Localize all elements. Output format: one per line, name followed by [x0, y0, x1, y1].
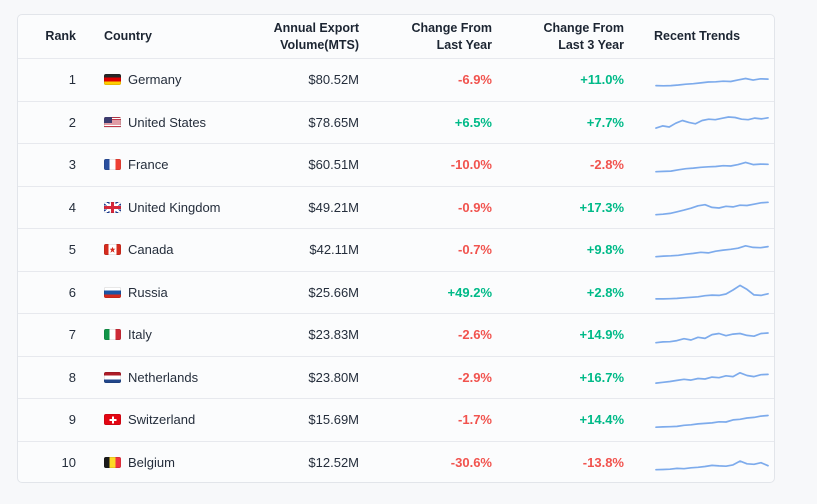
country-name: Germany — [128, 72, 181, 87]
country-flag-icon — [104, 117, 121, 128]
change-last-year-cell: -2.9% — [388, 370, 520, 385]
change-last-3-year-cell: +17.3% — [520, 200, 650, 215]
country-cell: Netherlands — [78, 370, 246, 385]
trend-sparkline — [650, 449, 774, 475]
country-name: Belgium — [128, 455, 175, 470]
country-flag-icon — [104, 159, 121, 170]
trend-sparkline — [650, 237, 774, 263]
export-volume-cell: $25.66M — [246, 285, 388, 300]
export-volume-cell: $12.52M — [246, 455, 388, 470]
country-name: Russia — [128, 285, 168, 300]
rank-cell: 10 — [18, 455, 78, 470]
column-header-annual-export-volume: Annual Export Volume(MTS) — [246, 20, 388, 53]
country-name: Netherlands — [128, 370, 198, 385]
change-last-year-cell: -10.0% — [388, 157, 520, 172]
trend-sparkline — [650, 152, 774, 178]
change-last-year-cell: -0.9% — [388, 200, 520, 215]
table-row[interactable]: 3 France $60.51M -10.0% -2.8% — [18, 143, 774, 186]
change-last-3-year-cell: +11.0% — [520, 72, 650, 87]
export-volume-cell: $49.21M — [246, 200, 388, 215]
change-last-3-year-cell: +14.4% — [520, 412, 650, 427]
trend-sparkline — [650, 407, 774, 433]
export-volume-cell: $15.69M — [246, 412, 388, 427]
trend-sparkline — [650, 322, 774, 348]
rank-cell: 7 — [18, 327, 78, 342]
table-row[interactable]: 10 Belgium $12.52M -30.6% -13.8% — [18, 441, 774, 484]
table-row[interactable]: 9 Switzerland $15.69M -1.7% +14.4% — [18, 398, 774, 441]
country-cell: Belgium — [78, 455, 246, 470]
rank-cell: 9 — [18, 412, 78, 427]
export-volume-cell: $60.51M — [246, 157, 388, 172]
country-cell: Italy — [78, 327, 246, 342]
trend-sparkline — [650, 279, 774, 305]
export-volume-cell: $23.80M — [246, 370, 388, 385]
column-header-change-last-3-year: Change From Last 3 Year — [520, 20, 650, 53]
export-volume-cell: $78.65M — [246, 115, 388, 130]
country-name: Italy — [128, 327, 152, 342]
change-last-year-cell: -30.6% — [388, 455, 520, 470]
country-flag-icon — [104, 372, 121, 383]
change-last-year-cell: -6.9% — [388, 72, 520, 87]
table-row[interactable]: 2 United States $78.65M +6.5% +7.7% — [18, 101, 774, 144]
change-last-year-cell: -1.7% — [388, 412, 520, 427]
trend-sparkline — [650, 194, 774, 220]
country-name: Switzerland — [128, 412, 195, 427]
country-cell: Switzerland — [78, 412, 246, 427]
change-last-year-cell: -0.7% — [388, 242, 520, 257]
table-row[interactable]: 8 Netherlands $23.80M -2.9% +16.7% — [18, 356, 774, 399]
country-name: France — [128, 157, 168, 172]
change-last-3-year-cell: +14.9% — [520, 327, 650, 342]
country-name: United States — [128, 115, 206, 130]
table-row[interactable]: 1 Germany $80.52M -6.9% +11.0% — [18, 58, 774, 101]
table-row[interactable]: 6 Russia $25.66M +49.2% +2.8% — [18, 271, 774, 314]
table-header-row: Rank Country Annual Export Volume(MTS) C… — [18, 15, 774, 58]
column-header-country: Country — [78, 28, 246, 45]
change-last-year-cell: -2.6% — [388, 327, 520, 342]
rank-cell: 1 — [18, 72, 78, 87]
export-rankings-table: Rank Country Annual Export Volume(MTS) C… — [17, 14, 775, 483]
change-last-3-year-cell: -13.8% — [520, 455, 650, 470]
change-last-3-year-cell: +2.8% — [520, 285, 650, 300]
rank-cell: 3 — [18, 157, 78, 172]
rank-cell: 5 — [18, 242, 78, 257]
change-last-3-year-cell: +9.8% — [520, 242, 650, 257]
rank-cell: 8 — [18, 370, 78, 385]
table-row[interactable]: 4 United Kingdom $49.21M -0.9% +17.3% — [18, 186, 774, 229]
rank-cell: 6 — [18, 285, 78, 300]
country-cell: Canada — [78, 242, 246, 257]
country-name: United Kingdom — [128, 200, 221, 215]
column-header-rank: Rank — [18, 28, 78, 45]
country-flag-icon — [104, 457, 121, 468]
column-header-change-last-year: Change From Last Year — [388, 20, 520, 53]
rank-cell: 4 — [18, 200, 78, 215]
country-cell: Russia — [78, 285, 246, 300]
country-flag-icon — [104, 202, 121, 213]
change-last-3-year-cell: +16.7% — [520, 370, 650, 385]
change-last-year-cell: +6.5% — [388, 115, 520, 130]
table-row[interactable]: 5 Canada $42.11M -0.7% +9.8% — [18, 228, 774, 271]
export-volume-cell: $42.11M — [246, 242, 388, 257]
change-last-3-year-cell: -2.8% — [520, 157, 650, 172]
country-flag-icon — [104, 287, 121, 298]
change-last-year-cell: +49.2% — [388, 285, 520, 300]
country-cell: United States — [78, 115, 246, 130]
country-flag-icon — [104, 329, 121, 340]
country-cell: France — [78, 157, 246, 172]
table-row[interactable]: 7 Italy $23.83M -2.6% +14.9% — [18, 313, 774, 356]
country-cell: United Kingdom — [78, 200, 246, 215]
export-volume-cell: $80.52M — [246, 72, 388, 87]
trend-sparkline — [650, 109, 774, 135]
country-flag-icon — [104, 244, 121, 255]
country-flag-icon — [104, 414, 121, 425]
trend-sparkline — [650, 67, 774, 93]
change-last-3-year-cell: +7.7% — [520, 115, 650, 130]
country-name: Canada — [128, 242, 174, 257]
export-volume-cell: $23.83M — [246, 327, 388, 342]
country-flag-icon — [104, 74, 121, 85]
rank-cell: 2 — [18, 115, 78, 130]
table-body: 1 Germany $80.52M -6.9% +11.0% 2 United … — [18, 58, 774, 483]
column-header-recent-trends: Recent Trends — [650, 28, 774, 45]
country-cell: Germany — [78, 72, 246, 87]
trend-sparkline — [650, 364, 774, 390]
